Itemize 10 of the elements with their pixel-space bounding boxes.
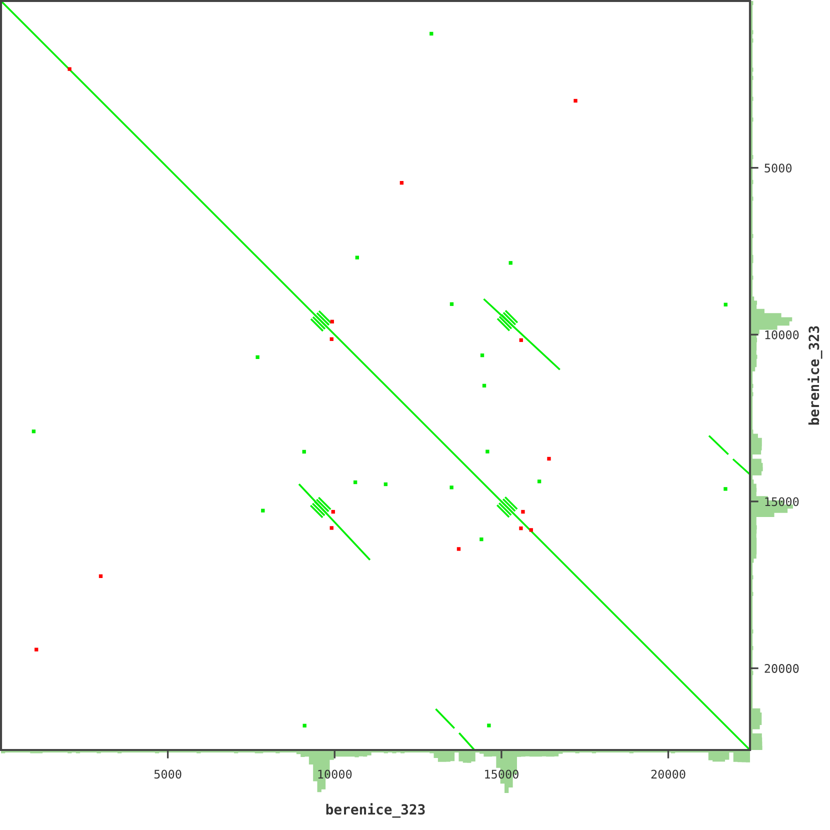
y-tick-label: 15000 [765,497,799,506]
x-tick-label: 5000 [154,770,182,779]
y-tick-label: 5000 [764,164,792,172]
x-tick-label: 20000 [651,770,686,779]
y-tick-label: 20000 [764,664,799,673]
y-tick-label: 10000 [765,330,799,340]
x-tick-label: 15000 [485,770,518,779]
x-axis-title: berenice_323 [326,803,425,818]
x-tick-label: 10000 [318,770,352,779]
y-axis-title: berenice_323 [808,326,822,425]
